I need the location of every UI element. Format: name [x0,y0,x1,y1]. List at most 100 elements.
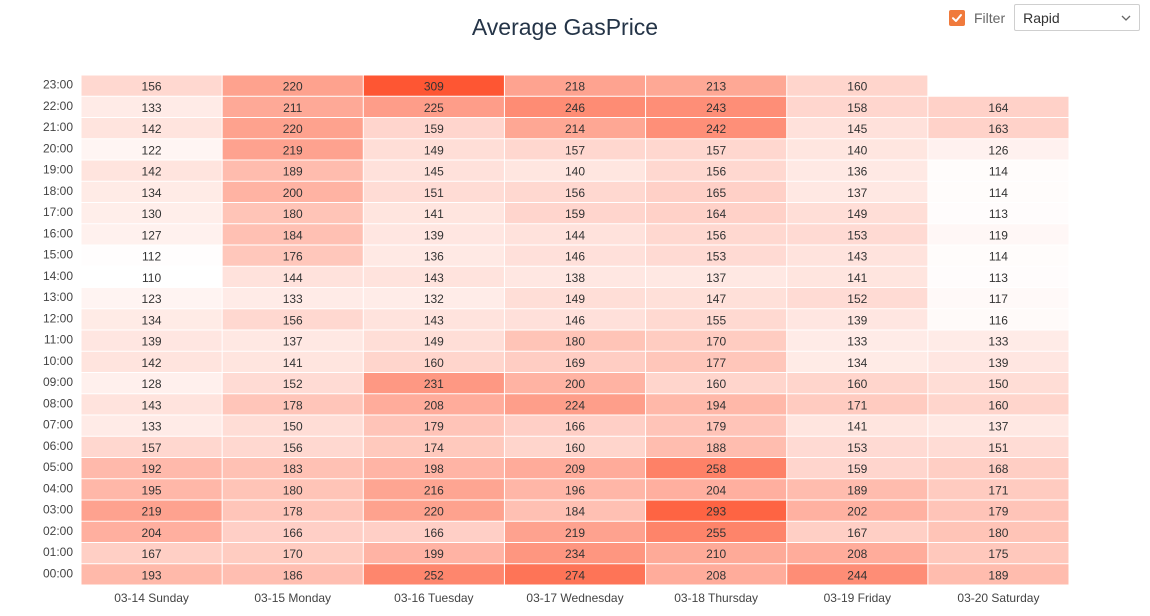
cell-label: 138 [565,271,585,285]
cell-label: 242 [706,122,726,136]
heatmap-cell [928,266,1069,287]
cell-label: 258 [706,462,726,476]
heatmap-cell [646,521,787,542]
cell-label: 194 [706,398,726,412]
y-axis-label: 18:00 [43,184,73,198]
cell-label: 156 [706,228,726,242]
cell-label: 171 [988,483,1008,497]
cell-label: 167 [847,526,867,540]
cell-label: 200 [283,186,303,200]
heatmap-cell [928,373,1069,394]
cell-label: 139 [142,335,162,349]
heatmap-cell [81,543,222,564]
heatmap-cell [222,436,363,457]
heatmap-cell [363,415,504,436]
heatmap-cell [222,394,363,415]
cell-label: 231 [424,377,444,391]
cell-label: 219 [565,526,585,540]
heatmap-cell [787,288,928,309]
cell-label: 199 [424,547,444,561]
cell-label: 255 [706,526,726,540]
y-axis-label: 09:00 [43,375,73,389]
cell-label: 179 [706,420,726,434]
heatmap-cell [504,458,646,479]
cell-label: 200 [565,377,585,391]
filter-select[interactable]: Rapid [1014,4,1141,31]
heatmap-cell [504,224,646,245]
cell-label: 117 [989,292,1008,306]
cell-label: 178 [283,398,303,412]
cell-label: 143 [142,398,162,412]
cell-label: 180 [565,335,585,349]
y-axis-label: 13:00 [43,290,73,304]
cell-label: 110 [142,271,161,285]
cell-label: 202 [847,505,867,519]
cell-label: 210 [706,547,726,561]
heatmap-cell [928,479,1069,500]
heatmap-cell [222,543,363,564]
cell-label: 180 [283,483,303,497]
heatmap-cell [504,96,646,117]
heatmap-cell [646,245,787,266]
heatmap-cell [504,139,646,160]
cell-label: 139 [424,228,444,242]
heatmap-cell [81,436,222,457]
heatmap-cell [222,203,363,224]
heatmap-cell [81,479,222,500]
heatmap-cell [646,564,787,585]
heatmap-cell [222,245,363,266]
heatmap-cell [363,373,504,394]
heatmap-cell [222,330,363,351]
heatmap-cell [646,479,787,500]
cell-label: 293 [706,505,726,519]
heatmap-cell [363,436,504,457]
cell-label: 130 [142,207,162,221]
heatmap-cell [928,330,1069,351]
cell-label: 132 [424,292,444,306]
y-axis-label: 01:00 [43,545,73,559]
cell-label: 157 [706,143,726,157]
heatmap-cell [363,75,504,96]
heatmap-cell [646,288,787,309]
cell-label: 143 [424,271,444,285]
heatmap-cell [81,415,222,436]
cell-label: 134 [142,313,162,327]
cell-label: 134 [847,356,867,370]
checkmark-icon [952,13,962,22]
heatmap-cell [504,479,646,500]
heatmap-cell [646,436,787,457]
cell-label: 177 [706,356,726,370]
cell-label: 146 [565,313,585,327]
cell-label: 184 [283,228,303,242]
filter-checkbox[interactable] [949,9,965,26]
cell-label: 137 [283,335,303,349]
heatmap-cell [222,160,363,181]
cell-label: 133 [142,101,162,115]
cell-label: 204 [142,526,162,540]
cell-label: 224 [565,398,585,412]
heatmap-cell [222,564,363,585]
heatmap-cell [81,351,222,372]
cell-label: 149 [424,143,444,157]
heatmap-cell [222,479,363,500]
heatmap-cell [504,266,646,287]
cell-label: 153 [706,250,726,264]
cell-label: 192 [142,462,162,476]
heatmap-cell [363,139,504,160]
heatmap-cell [363,118,504,139]
heatmap-cell [81,500,222,521]
cell-label: 136 [424,250,444,264]
heatmap-cell [504,181,646,202]
cell-label: 166 [424,526,444,540]
heatmap-cell [928,181,1069,202]
heatmap-cell [928,309,1069,330]
x-axis-label: 03-16 Tuesday [394,591,473,605]
heatmap-cell [363,500,504,521]
x-axis-label: 03-15 Monday [254,591,331,605]
y-axis-label: 11:00 [44,333,73,347]
cell-label: 160 [988,398,1008,412]
cell-label: 246 [565,101,585,115]
heatmap-cell [363,543,504,564]
heatmap-cell [787,330,928,351]
heatmap-cell [222,521,363,542]
